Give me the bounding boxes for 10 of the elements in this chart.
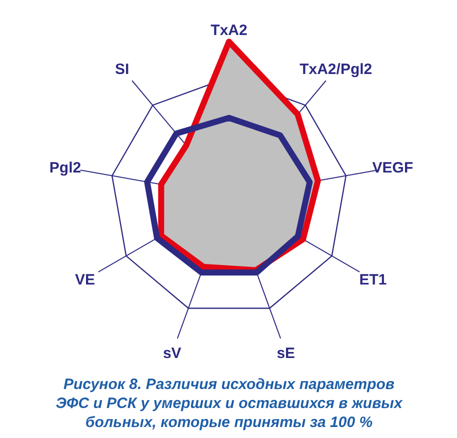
- spoke-label: TxA2/Pgl2: [300, 60, 372, 78]
- spoke-label: VEGF: [372, 159, 414, 176]
- spoke-label: sE: [276, 344, 296, 362]
- spoke-label: ET1: [359, 272, 387, 289]
- spoke-label: sV: [162, 344, 182, 362]
- spoke-label: TxA2: [210, 22, 248, 39]
- spoke-label: VE: [75, 272, 96, 289]
- text: Рисунок 8. Различия исходных параметров ЭФС и РСК у умерших и оставшихся в живых больных, которые приняты за 100 %: [56, 376, 403, 431]
- spoke-label: Pgl2: [49, 159, 82, 176]
- spoke-label: SI: [115, 60, 130, 78]
